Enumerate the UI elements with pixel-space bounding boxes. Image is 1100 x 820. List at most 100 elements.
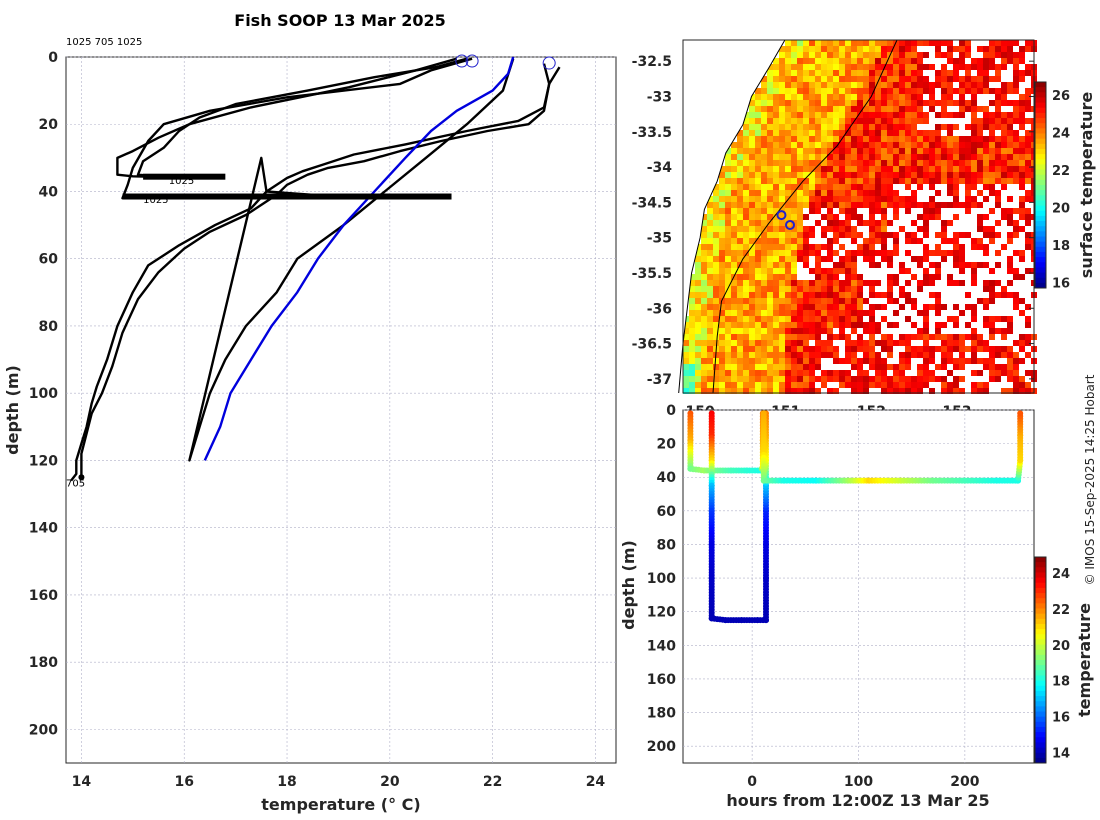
map-sst-cell — [779, 376, 785, 382]
map-sst-cell — [773, 208, 779, 214]
map-sst-cell — [689, 388, 695, 394]
map-sst-cell — [755, 88, 761, 94]
map-sst-cell — [971, 352, 977, 358]
map-sst-cell — [911, 352, 917, 358]
map-sst-cell — [791, 268, 797, 274]
map-sst-cell — [875, 250, 881, 256]
map-sst-cell — [845, 250, 851, 256]
map-sst-cell — [971, 136, 977, 142]
map-sst-cell — [1013, 160, 1019, 166]
map-sst-cell — [899, 286, 905, 292]
map-sst-cell — [881, 106, 887, 112]
map-sst-cell — [899, 154, 905, 160]
map-sst-cell — [965, 70, 971, 76]
map-sst-cell — [797, 46, 803, 52]
map-sst-cell — [743, 358, 749, 364]
map-sst-cell — [953, 112, 959, 118]
map-sst-cell — [797, 88, 803, 94]
map-sst-cell — [725, 166, 731, 172]
map-sst-cell — [761, 364, 767, 370]
section-grid — [683, 409, 1034, 763]
map-sst-cell — [1007, 172, 1013, 178]
map-sst-cell — [1001, 334, 1007, 340]
map-sst-cell — [851, 100, 857, 106]
map-sst-cell — [869, 208, 875, 214]
map-sst-cell — [923, 256, 929, 262]
map-sst-cell — [983, 244, 989, 250]
map-sst-cell — [1019, 112, 1025, 118]
map-sst-cell — [737, 292, 743, 298]
map-sst-cell — [947, 388, 953, 394]
map-sst-cell — [989, 52, 995, 58]
map-sst-cell — [923, 178, 929, 184]
map-sst-cell — [863, 352, 869, 358]
map-sst-cell — [881, 190, 887, 196]
map-sst-cell — [935, 274, 941, 280]
map-sst-cell — [899, 292, 905, 298]
map-sst-cell — [755, 262, 761, 268]
map-sst-cell — [875, 370, 881, 376]
map-sst-cell — [689, 316, 695, 322]
map-sst-cell — [797, 334, 803, 340]
map-sst-cell — [947, 142, 953, 148]
map-sst-cell — [839, 76, 845, 82]
map-sst-cell — [839, 376, 845, 382]
map-sst-cell — [809, 70, 815, 76]
map-sst-cell — [887, 286, 893, 292]
map-sst-cell — [725, 340, 731, 346]
map-sst-cell — [719, 202, 725, 208]
map-colorbar-segment — [1035, 246, 1046, 253]
map-sst-cell — [815, 340, 821, 346]
map-sst-cell — [743, 196, 749, 202]
map-sst-cell — [767, 118, 773, 124]
profile-y-tick-label: 120 — [29, 453, 58, 469]
map-sst-cell — [761, 292, 767, 298]
map-sst-cell — [815, 178, 821, 184]
map-sst-cell — [947, 382, 953, 388]
map-sst-cell — [893, 154, 899, 160]
map-sst-cell — [827, 196, 833, 202]
map-sst-cell — [683, 370, 689, 376]
map-sst-cell — [869, 106, 875, 112]
map-sst-cell — [719, 292, 725, 298]
map-sst-cell — [863, 94, 869, 100]
map-sst-cell — [1007, 142, 1013, 148]
map-sst-cell — [857, 124, 863, 130]
map-sst-cell — [779, 88, 785, 94]
map-sst-cell — [803, 340, 809, 346]
map-sst-cell — [845, 274, 851, 280]
map-sst-cell — [767, 382, 773, 388]
map-sst-cell — [827, 64, 833, 70]
map-sst-cell — [755, 298, 761, 304]
map-sst-cell — [863, 46, 869, 52]
map-y-tick-label: -37 — [647, 372, 672, 388]
map-sst-cell — [935, 322, 941, 328]
map-sst-cell — [833, 262, 839, 268]
map-sst-cell — [887, 40, 893, 46]
map-sst-cell — [791, 148, 797, 154]
map-sst-cell — [779, 328, 785, 334]
map-sst-cell — [755, 250, 761, 256]
section-colorbar-segment — [1035, 567, 1046, 573]
map-sst-cell — [779, 190, 785, 196]
map-sst-cell — [713, 190, 719, 196]
map-sst-cell — [989, 58, 995, 64]
map-sst-cell — [857, 52, 863, 58]
map-sst-cell — [953, 136, 959, 142]
map-sst-cell — [767, 88, 773, 94]
map-sst-cell — [815, 358, 821, 364]
map-sst-cell — [893, 244, 899, 250]
map-sst-cell — [899, 382, 905, 388]
map-sst-cell — [821, 184, 827, 190]
map-sst-cell — [935, 298, 941, 304]
map-sst-cell — [815, 256, 821, 262]
map-sst-cell — [725, 316, 731, 322]
map-sst-cell — [773, 298, 779, 304]
map-sst-cell — [1019, 142, 1025, 148]
map-sst-cell — [779, 100, 785, 106]
map-sst-cell — [869, 244, 875, 250]
map-sst-cell — [701, 316, 707, 322]
map-sst-cell — [857, 364, 863, 370]
map-sst-cell — [905, 388, 911, 394]
map-sst-cell — [779, 220, 785, 226]
